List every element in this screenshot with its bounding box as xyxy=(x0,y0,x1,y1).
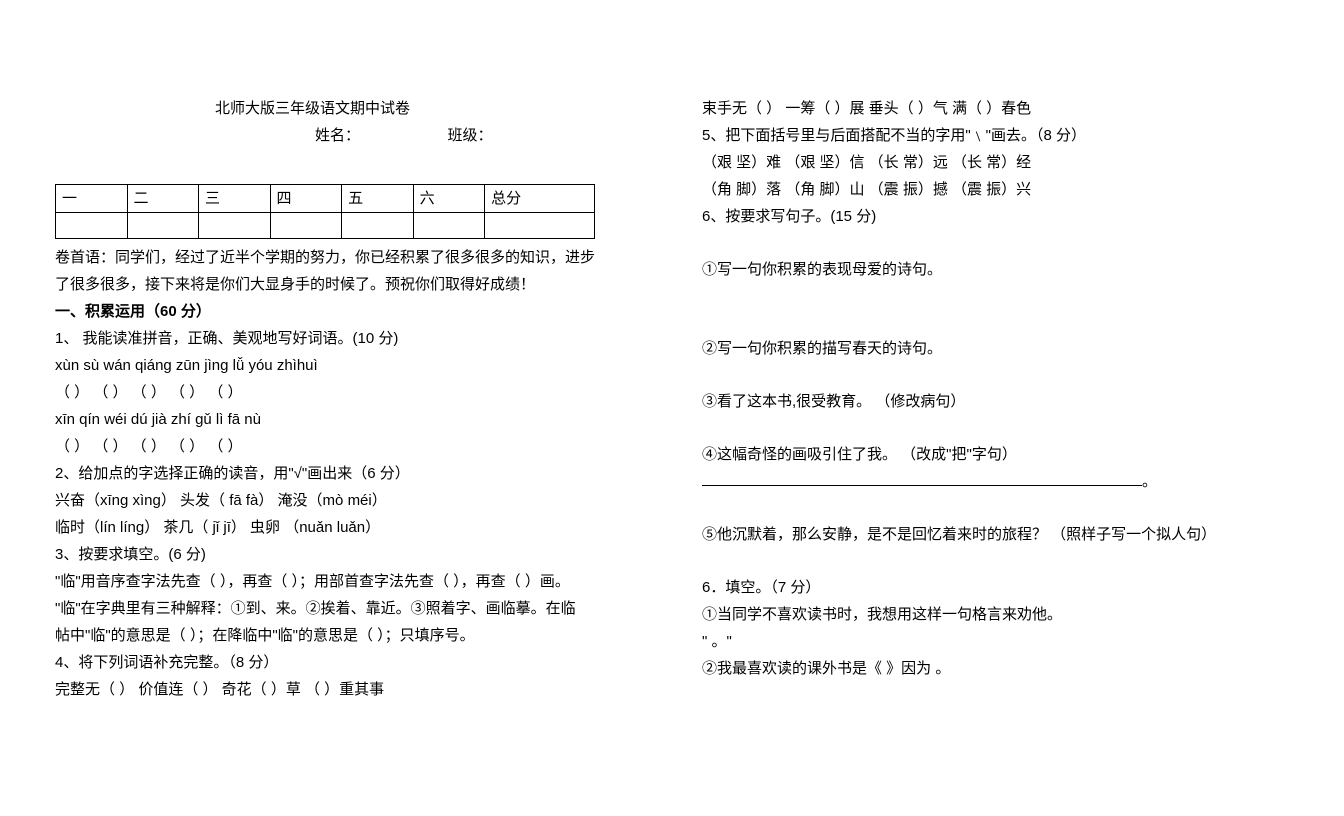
q6-6-c: ②我最喜欢读的课外书是《 》因为 。 xyxy=(702,655,1289,682)
th-4: 四 xyxy=(270,185,342,213)
q1-pinyin-2: xīn qín wéi dú jià zhí gǔ lì fā nù xyxy=(55,406,642,433)
q6-6-a: ①当同学不喜欢读书时，我想用这样一句格言来劝他。 xyxy=(702,601,1289,628)
q1: 1、 我能读准拼音，正确、美观地写好词语。(10 分) xyxy=(55,325,642,352)
table-blank-row xyxy=(56,213,595,239)
th-3: 三 xyxy=(199,185,271,213)
th-2: 二 xyxy=(127,185,199,213)
q6-4: ④这幅奇怪的画吸引住了我。 （改成"把"字句） xyxy=(702,441,1289,468)
q6-6-heading: 6．填空。（7 分） xyxy=(702,574,1289,601)
q6-4-blank: 。 xyxy=(702,468,1289,495)
q2-a: 兴奋（xīng xìng） 头发（ fā fà） 淹没（mò méi） xyxy=(55,487,642,514)
section-1-heading: 一、积累运用（60 分） xyxy=(55,298,642,325)
q3: 3、按要求填空。(6 分) xyxy=(55,541,642,568)
q6-1: ①写一句你积累的表现母爱的诗句。 xyxy=(702,256,1289,283)
th-5: 五 xyxy=(342,185,414,213)
q6-5: ⑤他沉默着，那么安静，是不是回忆着来时的旅程？ （照样子写一个拟人句） xyxy=(702,521,1289,548)
q3-b: "临"在字典里有三种解释：①到、来。②挨着、靠近。③照着字、画临摹。在临 xyxy=(55,595,642,622)
intro-line-2: 了很多很多，接下来将是你们大显身手的时候了。预祝你们取得好成绩！ xyxy=(55,271,642,298)
q4-cont: 束手无（ ） 一筹（ ）展 垂头（ ）气 满（ ）春色 xyxy=(702,95,1289,122)
period: 。 xyxy=(1142,473,1157,490)
q5: 5、把下面括号里与后面搭配不当的字用"﹨"画去。（8 分） xyxy=(702,122,1289,149)
exam-title: 北师大版三年级语文期中试卷 xyxy=(55,95,642,122)
q3-c: 帖中"临"的意思是（ ）；在降临中"临"的意思是（ ）；只填序号。 xyxy=(55,622,642,649)
intro-line-1: 卷首语：同学们，经过了近半个学期的努力，你已经积累了很多很多的知识，进步 xyxy=(55,244,642,271)
th-total: 总分 xyxy=(485,185,595,213)
q3-a: "临"用音序查字法先查（ ），再查（ ）；用部首查字法先查（ ），再查（ ）画。 xyxy=(55,568,642,595)
name-label: 姓名： xyxy=(315,127,360,144)
th-1: 一 xyxy=(56,185,128,213)
q1-pinyin-1: xùn sù wán qiáng zūn jìng lǚ yóu zhìhuì xyxy=(55,352,642,379)
class-label: 班级： xyxy=(448,127,493,144)
q6-3: ③看了这本书,很受教育。 （修改病句） xyxy=(702,388,1289,415)
th-6: 六 xyxy=(413,185,485,213)
q6-2: ②写一句你积累的描写春天的诗句。 xyxy=(702,335,1289,362)
q1-blanks-1: （ ） （ ） （ ） （ ） （ ） xyxy=(55,379,642,406)
blank-line xyxy=(702,471,1142,486)
table-header-row: 一 二 三 四 五 六 总分 xyxy=(56,185,595,213)
q2-b: 临时（lín líng） 茶几（ jǐ jī） 虫卵 （nuǎn luǎn） xyxy=(55,514,642,541)
q6-6-b: " 。" xyxy=(702,628,1289,655)
score-table: 一 二 三 四 五 六 总分 xyxy=(55,184,595,239)
q4-a: 完整无（ ） 价值连（ ） 奇花（ ）草 （ ）重其事 xyxy=(55,676,642,703)
q2: 2、给加点的字选择正确的读音，用"√"画出来（6 分） xyxy=(55,460,642,487)
q5-b: （角 脚）落 （角 脚）山 （震 振）撼 （震 振）兴 xyxy=(702,176,1289,203)
q1-blanks-2: （ ） （ ） （ ） （ ） （ ） xyxy=(55,433,642,460)
q4: 4、将下列词语补充完整。（8 分） xyxy=(55,649,642,676)
q6: 6、按要求写句子。(15 分) xyxy=(702,203,1289,230)
name-class-line: 姓名： 班级： xyxy=(55,122,642,149)
q5-a: （艰 坚）难 （艰 坚）信 （长 常）远 （长 常）经 xyxy=(702,149,1289,176)
